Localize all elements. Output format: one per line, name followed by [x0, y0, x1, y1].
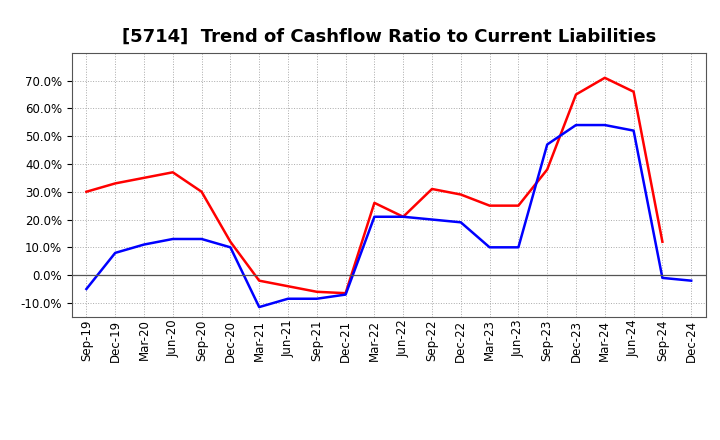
Free CF to Current Liabilities [600, 122, 609, 128]
Free CF to Current Liabilities [428, 217, 436, 222]
Operating CF to Current Liabilities [370, 200, 379, 205]
Free CF to Current Liabilities [399, 214, 408, 220]
Free CF to Current Liabilities [629, 128, 638, 133]
Free CF to Current Liabilities [370, 214, 379, 220]
Operating CF to Current Liabilities [456, 192, 465, 197]
Free CF to Current Liabilities [197, 236, 206, 242]
Operating CF to Current Liabilities [600, 75, 609, 81]
Free CF to Current Liabilities [312, 296, 321, 301]
Operating CF to Current Liabilities [284, 284, 292, 289]
Operating CF to Current Liabilities [485, 203, 494, 208]
Free CF to Current Liabilities [168, 236, 177, 242]
Free CF to Current Liabilities [658, 275, 667, 281]
Free CF to Current Liabilities [543, 142, 552, 147]
Operating CF to Current Liabilities [658, 239, 667, 244]
Free CF to Current Liabilities [687, 278, 696, 283]
Operating CF to Current Liabilities [572, 92, 580, 97]
Operating CF to Current Liabilities [399, 214, 408, 220]
Operating CF to Current Liabilities [140, 175, 148, 180]
Free CF to Current Liabilities [111, 250, 120, 256]
Operating CF to Current Liabilities [255, 278, 264, 283]
Free CF to Current Liabilities [485, 245, 494, 250]
Free CF to Current Liabilities [341, 292, 350, 297]
Free CF to Current Liabilities [572, 122, 580, 128]
Free CF to Current Liabilities [140, 242, 148, 247]
Operating CF to Current Liabilities [514, 203, 523, 208]
Free CF to Current Liabilities [82, 286, 91, 292]
Operating CF to Current Liabilities [341, 290, 350, 296]
Operating CF to Current Liabilities [111, 181, 120, 186]
Operating CF to Current Liabilities [168, 170, 177, 175]
Title: [5714]  Trend of Cashflow Ratio to Current Liabilities: [5714] Trend of Cashflow Ratio to Curren… [122, 28, 656, 46]
Operating CF to Current Liabilities [312, 289, 321, 294]
Operating CF to Current Liabilities [629, 89, 638, 94]
Free CF to Current Liabilities [284, 296, 292, 301]
Free CF to Current Liabilities [226, 245, 235, 250]
Free CF to Current Liabilities [255, 304, 264, 310]
Free CF to Current Liabilities [456, 220, 465, 225]
Free CF to Current Liabilities [514, 245, 523, 250]
Operating CF to Current Liabilities [82, 189, 91, 194]
Line: Operating CF to Current Liabilities: Operating CF to Current Liabilities [86, 78, 662, 293]
Line: Free CF to Current Liabilities: Free CF to Current Liabilities [86, 125, 691, 307]
Operating CF to Current Liabilities [197, 189, 206, 194]
Operating CF to Current Liabilities [428, 186, 436, 191]
Operating CF to Current Liabilities [226, 239, 235, 244]
Operating CF to Current Liabilities [543, 167, 552, 172]
